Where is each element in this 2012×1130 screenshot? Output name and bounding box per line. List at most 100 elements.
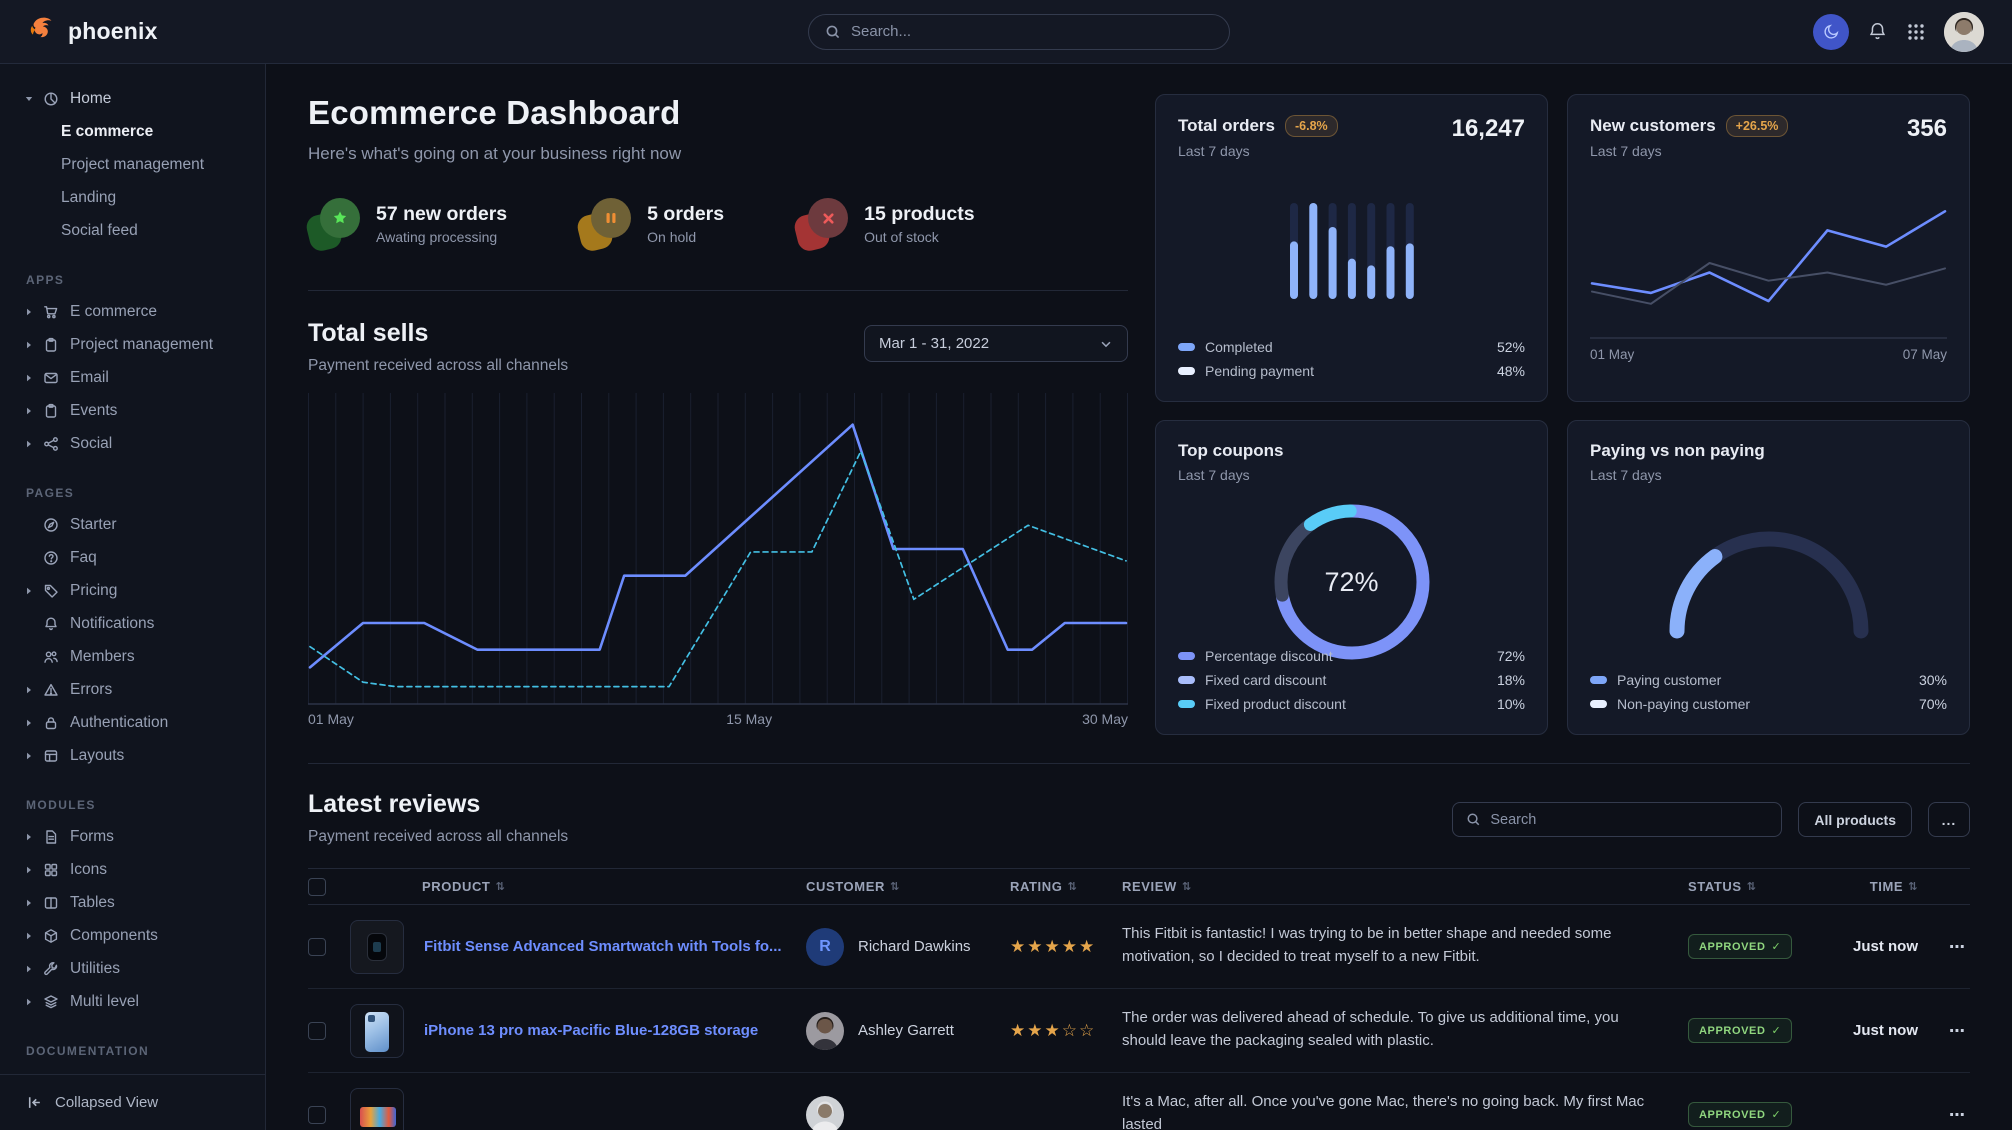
select-all-checkbox[interactable] bbox=[308, 877, 326, 896]
search-icon bbox=[1466, 812, 1481, 827]
top-coupons-legend-item: Fixed card discount 18% bbox=[1178, 668, 1525, 692]
column-header-review[interactable]: REVIEW ⇅ bbox=[1122, 879, 1688, 894]
legend-value: 10% bbox=[1496, 696, 1525, 712]
sidebar-item-notifications[interactable]: Notifications bbox=[24, 607, 265, 640]
reviews-search[interactable] bbox=[1452, 802, 1783, 837]
sidebar-item-icons[interactable]: Icons bbox=[24, 853, 265, 886]
caret-right-icon bbox=[24, 407, 34, 415]
sidebar-subitem-e-commerce[interactable]: E commerce bbox=[61, 122, 154, 140]
reviews-table: PRODUCT ⇅ CUSTOMER ⇅ RATING ⇅ REVIEW ⇅ STATUS ⇅ TI… bbox=[308, 868, 1970, 1130]
sidebar-nav: Home E commerce Project management Landing S… bbox=[0, 64, 265, 1058]
customer-avatar[interactable] bbox=[806, 1011, 844, 1050]
legend-swatch bbox=[1178, 367, 1195, 375]
status-badge: APPROVED ✓ bbox=[1688, 1102, 1793, 1127]
status-cell: APPROVED ✓ bbox=[1688, 934, 1848, 959]
new-customers-value: 356 bbox=[1906, 115, 1947, 142]
column-header-rating[interactable]: RATING ⇅ bbox=[1010, 879, 1122, 894]
latest-reviews-section: Latest reviews Payment received across a… bbox=[308, 763, 1970, 1130]
sidebar-item-project-management[interactable]: Project management bbox=[24, 328, 265, 361]
sidebar-item-starter[interactable]: Starter bbox=[24, 508, 265, 541]
product-cell: iPhone 13 pro max-Pacific Blue-128GB sto… bbox=[350, 1003, 806, 1058]
rating-stars: ★★★☆☆ bbox=[1010, 1020, 1097, 1040]
sidebar-item-members[interactable]: Members bbox=[24, 640, 265, 673]
legend-swatch bbox=[1178, 700, 1195, 708]
sidebar-item-label: Notifications bbox=[70, 614, 155, 632]
reviews-search-input[interactable] bbox=[1490, 811, 1769, 828]
sidebar-subitem-project-management[interactable]: Project management bbox=[61, 155, 205, 173]
column-header-customer[interactable]: CUSTOMER ⇅ bbox=[806, 879, 1010, 894]
table-row: It's a Mac, after all. Once you've gone … bbox=[308, 1073, 1970, 1130]
sidebar-subitem-social-feed[interactable]: Social feed bbox=[61, 221, 138, 239]
column-header-time[interactable]: TIME ⇅ bbox=[1848, 879, 1918, 894]
stat-caption: Out of stock bbox=[864, 229, 939, 245]
all-products-button[interactable]: All products bbox=[1798, 802, 1912, 837]
status-badge: APPROVED ✓ bbox=[1688, 934, 1793, 959]
theme-toggle-button[interactable] bbox=[1813, 13, 1849, 50]
collapse-view-toggle[interactable]: Collapsed View bbox=[0, 1074, 265, 1130]
status-glyph bbox=[320, 198, 360, 238]
global-search[interactable] bbox=[808, 13, 1230, 50]
sidebar-item-events[interactable]: Events bbox=[24, 394, 265, 427]
brand[interactable]: phoenix bbox=[28, 17, 158, 47]
sidebar-item-email[interactable]: Email bbox=[24, 361, 265, 394]
notifications-button[interactable] bbox=[1867, 21, 1888, 42]
sidebar-item-label: Tables bbox=[70, 893, 115, 911]
status-cell: APPROVED ✓ bbox=[1688, 1102, 1848, 1127]
sidebar-item-pricing[interactable]: Pricing bbox=[24, 574, 265, 607]
apps-menu-button[interactable] bbox=[1906, 22, 1926, 42]
sidebar-item-e-commerce[interactable]: E commerce bbox=[24, 295, 265, 328]
column-label: PRODUCT bbox=[422, 879, 491, 894]
caret-right-icon bbox=[24, 341, 34, 349]
lock-icon bbox=[43, 715, 61, 731]
sidebar-item-errors[interactable]: Errors bbox=[24, 673, 265, 706]
wrench-icon bbox=[43, 961, 61, 977]
total-orders-value: 16,247 bbox=[1451, 115, 1525, 142]
sidebar-subitem-landing[interactable]: Landing bbox=[61, 188, 117, 206]
sidebar-item-faq[interactable]: Faq bbox=[24, 541, 265, 574]
macbook-product-image bbox=[350, 1087, 404, 1130]
share-icon bbox=[43, 436, 61, 452]
sidebar-item-social[interactable]: Social bbox=[24, 427, 265, 460]
legend-value: 48% bbox=[1496, 363, 1525, 379]
columns-icon bbox=[43, 895, 61, 911]
grid-menu-icon bbox=[1906, 22, 1926, 42]
iphone-product-image bbox=[350, 1003, 404, 1058]
product-link[interactable]: iPhone 13 pro max-Pacific Blue-128GB sto… bbox=[424, 1022, 759, 1039]
row-checkbox[interactable] bbox=[308, 1021, 326, 1040]
column-header-product[interactable]: PRODUCT ⇅ bbox=[350, 879, 806, 894]
compass-icon bbox=[43, 517, 61, 533]
more-options-button[interactable]: ... bbox=[1928, 802, 1970, 837]
product-link[interactable]: Fitbit Sense Advanced Smartwatch with To… bbox=[424, 938, 782, 955]
sidebar-item-utilities[interactable]: Utilities bbox=[24, 952, 265, 985]
top-coupons-donut-chart: 72% bbox=[1267, 497, 1437, 667]
caret-right-icon bbox=[24, 965, 34, 973]
paying-card: Paying vs non paying Last 7 days Paying … bbox=[1567, 420, 1970, 735]
paying-title: Paying vs non paying bbox=[1590, 441, 1765, 460]
row-actions-button[interactable]: ⋯ bbox=[1949, 1106, 1966, 1124]
customer-avatar[interactable]: R bbox=[806, 927, 844, 966]
sidebar-item-home[interactable]: Home bbox=[24, 82, 265, 115]
sidebar-item-components[interactable]: Components bbox=[24, 919, 265, 952]
danger-status-icon bbox=[792, 198, 849, 254]
sidebar-item-multi-level[interactable]: Multi level bbox=[24, 985, 265, 1018]
legend-value: 30% bbox=[1918, 672, 1947, 688]
legend-label: Completed bbox=[1205, 339, 1273, 355]
sidebar-item-tables[interactable]: Tables bbox=[24, 886, 265, 919]
row-actions-button[interactable]: ⋯ bbox=[1949, 938, 1966, 956]
grid-icon bbox=[43, 862, 61, 878]
row-checkbox[interactable] bbox=[308, 1105, 326, 1124]
date-range-select[interactable]: Mar 1 - 31, 2022 bbox=[864, 325, 1128, 362]
search-input[interactable] bbox=[851, 23, 1213, 40]
row-checkbox[interactable] bbox=[308, 937, 326, 956]
sort-icon: ⇅ bbox=[889, 881, 900, 893]
sidebar-item-forms[interactable]: Forms bbox=[24, 820, 265, 853]
search-icon bbox=[825, 24, 841, 40]
user-avatar[interactable] bbox=[1944, 11, 1984, 52]
column-header-status[interactable]: STATUS ⇅ bbox=[1688, 879, 1848, 894]
sidebar-item-authentication[interactable]: Authentication bbox=[24, 706, 265, 739]
row-actions-button[interactable]: ⋯ bbox=[1949, 1022, 1966, 1040]
sidebar-item-layouts[interactable]: Layouts bbox=[24, 739, 265, 772]
customer-avatar[interactable] bbox=[806, 1095, 844, 1130]
column-label: REVIEW bbox=[1122, 879, 1177, 894]
cart-icon bbox=[43, 304, 61, 320]
